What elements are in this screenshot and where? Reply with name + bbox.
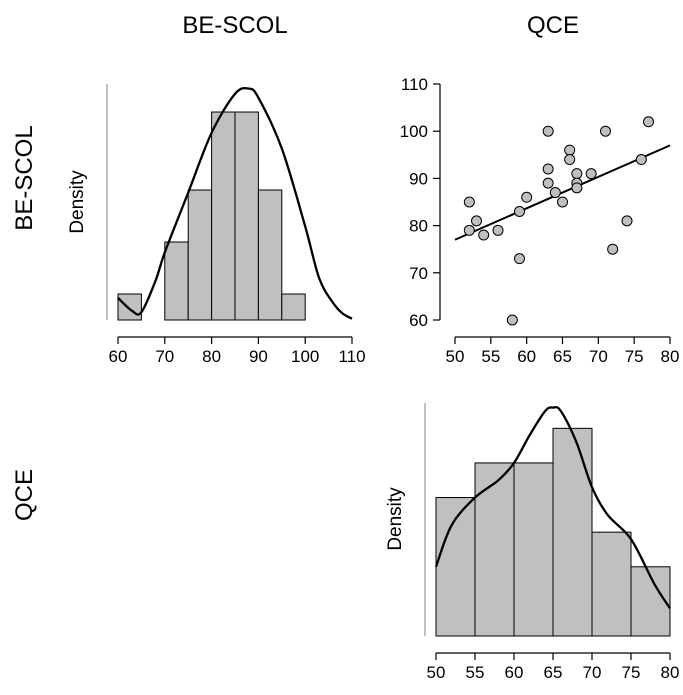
scatter-qce-be-scol-point	[521, 191, 533, 203]
hist-qce-x-tick-label: 60	[505, 663, 524, 682]
scatter-qce-be-scol-y-tick-label: 100	[400, 122, 428, 141]
scatter-qce-be-scol-point	[478, 229, 490, 241]
scatter-qce-be-scol-y-tick-label: 70	[409, 264, 428, 283]
scatter-qce-be-scol-point	[564, 154, 576, 166]
hist-be-scol-bar	[281, 293, 306, 321]
scatter-qce-be-scol-point	[514, 205, 525, 217]
scatter-qce-be-scol-point	[621, 215, 633, 227]
scatter-qce-be-scol-x-tick-label: 75	[625, 347, 644, 366]
scatter-qce-be-scol-panel: 60 70 80 90 100 110	[400, 75, 671, 330]
hist-be-scol-x-tick-label: 70	[155, 347, 174, 366]
hist-qce-x-tick-label: 55	[466, 663, 485, 682]
scatter-qce-be-scol-fit-line	[454, 144, 671, 241]
scatter-qce-be-scol-point	[471, 215, 482, 227]
hist-be-scol-x-tick-label: 100	[291, 347, 319, 366]
scatter-qce-be-scol-y-tick-label: 60	[409, 311, 428, 330]
hist-be-scol-density-curve	[117, 86, 353, 320]
scatter-qce-be-scol-point	[514, 253, 525, 265]
hist-be-scol-x-tick-label: 90	[249, 347, 268, 366]
hist-be-scol-x-axis: 60 70 80 90 100 110	[109, 336, 366, 366]
hist-qce-x-tick-label: 50	[427, 663, 446, 682]
scatter-qce-be-scol-x-tick-label: 50	[446, 347, 465, 366]
scatter-qce-be-scol-point	[463, 224, 475, 236]
hist-qce-bar	[591, 531, 632, 637]
scatter-qce-be-scol-point	[571, 182, 583, 194]
row-header-qce: QCE	[11, 469, 38, 521]
scatter-qce-be-scol-point	[571, 168, 583, 180]
hist-be-scol-bar	[117, 293, 142, 321]
hist-qce-density-curve	[434, 405, 671, 609]
hist-qce-bar	[474, 462, 515, 637]
scatter-qce-be-scol-point	[549, 187, 561, 199]
scatter-qce-be-scol-point	[643, 116, 654, 128]
scatter-qce-be-scol-point	[542, 177, 554, 189]
hist-be-scol-bar	[187, 189, 213, 321]
scatter-qce-be-scol-point	[600, 125, 611, 137]
row-header-be-scol: BE-SCOL	[11, 125, 38, 230]
scatter-qce-be-scol-x-tick-label: 65	[553, 347, 572, 366]
hist-qce-x-tick-label: 65	[544, 663, 563, 682]
scatter-qce-be-scol-y-axis: 60 70 80 90 100 110	[400, 75, 441, 330]
hist-qce-x-tick-label: 80	[661, 663, 680, 682]
hist-qce-x-tick-label: 70	[583, 663, 602, 682]
column-header-be-scol: BE-SCOL	[182, 12, 287, 39]
scatter-qce-be-scol-point	[607, 243, 619, 255]
scatter-qce-be-scol-point	[564, 144, 576, 156]
scatter-qce-be-scol-x-axis: 50 55 60 65 70 75 80	[446, 336, 680, 366]
hist-be-scol-x-tick-label: 60	[109, 347, 128, 366]
hist-be-scol-panel: Density	[67, 84, 353, 321]
scatter-qce-be-scol-y-tick-label: 90	[409, 169, 428, 188]
scatter-qce-be-scol-point	[492, 224, 504, 236]
scatter-qce-be-scol-point	[463, 196, 475, 208]
hist-be-scol-x-tick-label: 110	[338, 347, 365, 366]
hist-be-scol-bar	[257, 189, 283, 321]
scatter-qce-be-scol-x-tick-label: 80	[661, 347, 680, 366]
scatter-qce-be-scol-point	[542, 163, 554, 175]
scatter-qce-be-scol-x-tick-label: 60	[517, 347, 536, 366]
scatter-qce-be-scol-point	[635, 154, 647, 166]
scatter-qce-be-scol-point	[506, 314, 518, 326]
hist-qce-x-axis: 50 55 60 65 70 75 80	[427, 652, 680, 682]
column-header-qce: QCE	[527, 12, 579, 39]
hist-be-scol-y-label: Density	[67, 170, 88, 234]
scatter-qce-be-scol-point	[542, 125, 554, 137]
hist-be-scol-x-tick-label: 80	[202, 347, 221, 366]
scatter-qce-be-scol-point	[557, 196, 568, 208]
hist-qce-bar	[552, 427, 593, 637]
scatter-qce-be-scol-y-tick-label: 80	[409, 217, 428, 236]
hist-qce-bar	[513, 462, 554, 637]
scatter-qce-be-scol-y-tick-label: 110	[401, 75, 428, 94]
hist-be-scol-bar	[164, 241, 189, 321]
scatter-qce-be-scol-x-tick-label: 70	[589, 347, 608, 366]
hist-qce-panel: Density	[385, 403, 671, 637]
scatter-qce-be-scol-point	[585, 168, 597, 180]
hist-qce-x-tick-label: 75	[622, 663, 641, 682]
hist-qce-y-label: Density	[385, 487, 406, 551]
hist-be-scol-bar	[234, 111, 259, 321]
scatter-qce-be-scol-x-tick-label: 55	[481, 347, 500, 366]
hist-be-scol-bar	[211, 111, 236, 321]
